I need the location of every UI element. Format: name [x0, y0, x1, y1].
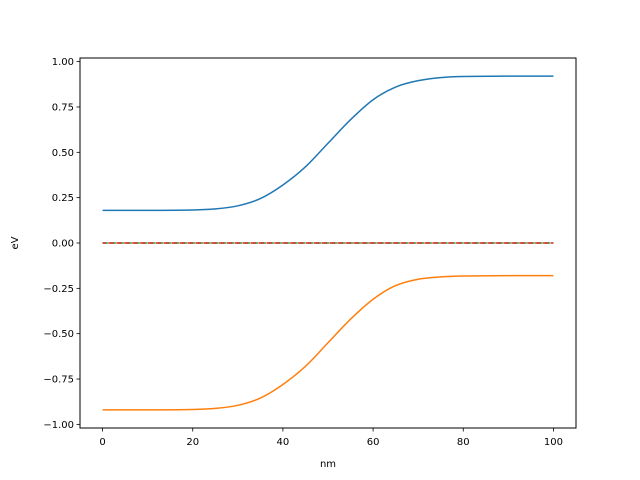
y-tick-label: 1.00: [52, 57, 74, 68]
axes-frame: [79, 57, 577, 429]
y-tick-label: −1.00: [43, 420, 74, 431]
y-tick-label: 0.00: [52, 239, 74, 250]
x-tick-label: 100: [544, 437, 563, 448]
x-axis-ticks: 0 20 40 60 80 100: [99, 428, 563, 448]
y-tick-label: 0.25: [52, 193, 74, 204]
y-axis-label: eV: [10, 236, 21, 249]
y-tick-label: −0.25: [43, 284, 74, 295]
x-tick-label: 20: [186, 437, 199, 448]
series-2-line: [102, 274, 554, 411]
y-axis-ticks: −1.00 −0.75 −0.50 −0.25 0.00 0.25 0.50 0.75 1.00: [43, 57, 80, 431]
x-tick-label: 60: [367, 437, 380, 448]
x-tick-label: 40: [277, 437, 290, 448]
y-tick-label: 0.50: [52, 148, 74, 159]
series-layer: [102, 75, 554, 411]
x-tick-label: 80: [457, 437, 470, 448]
y-tick-label: −0.50: [43, 329, 74, 340]
x-axis-label: nm: [320, 459, 336, 470]
y-tick-label: −0.75: [43, 375, 74, 386]
series-1-line: [102, 75, 554, 212]
y-tick-label: 0.75: [52, 102, 74, 113]
x-tick-label: 0: [99, 437, 105, 448]
